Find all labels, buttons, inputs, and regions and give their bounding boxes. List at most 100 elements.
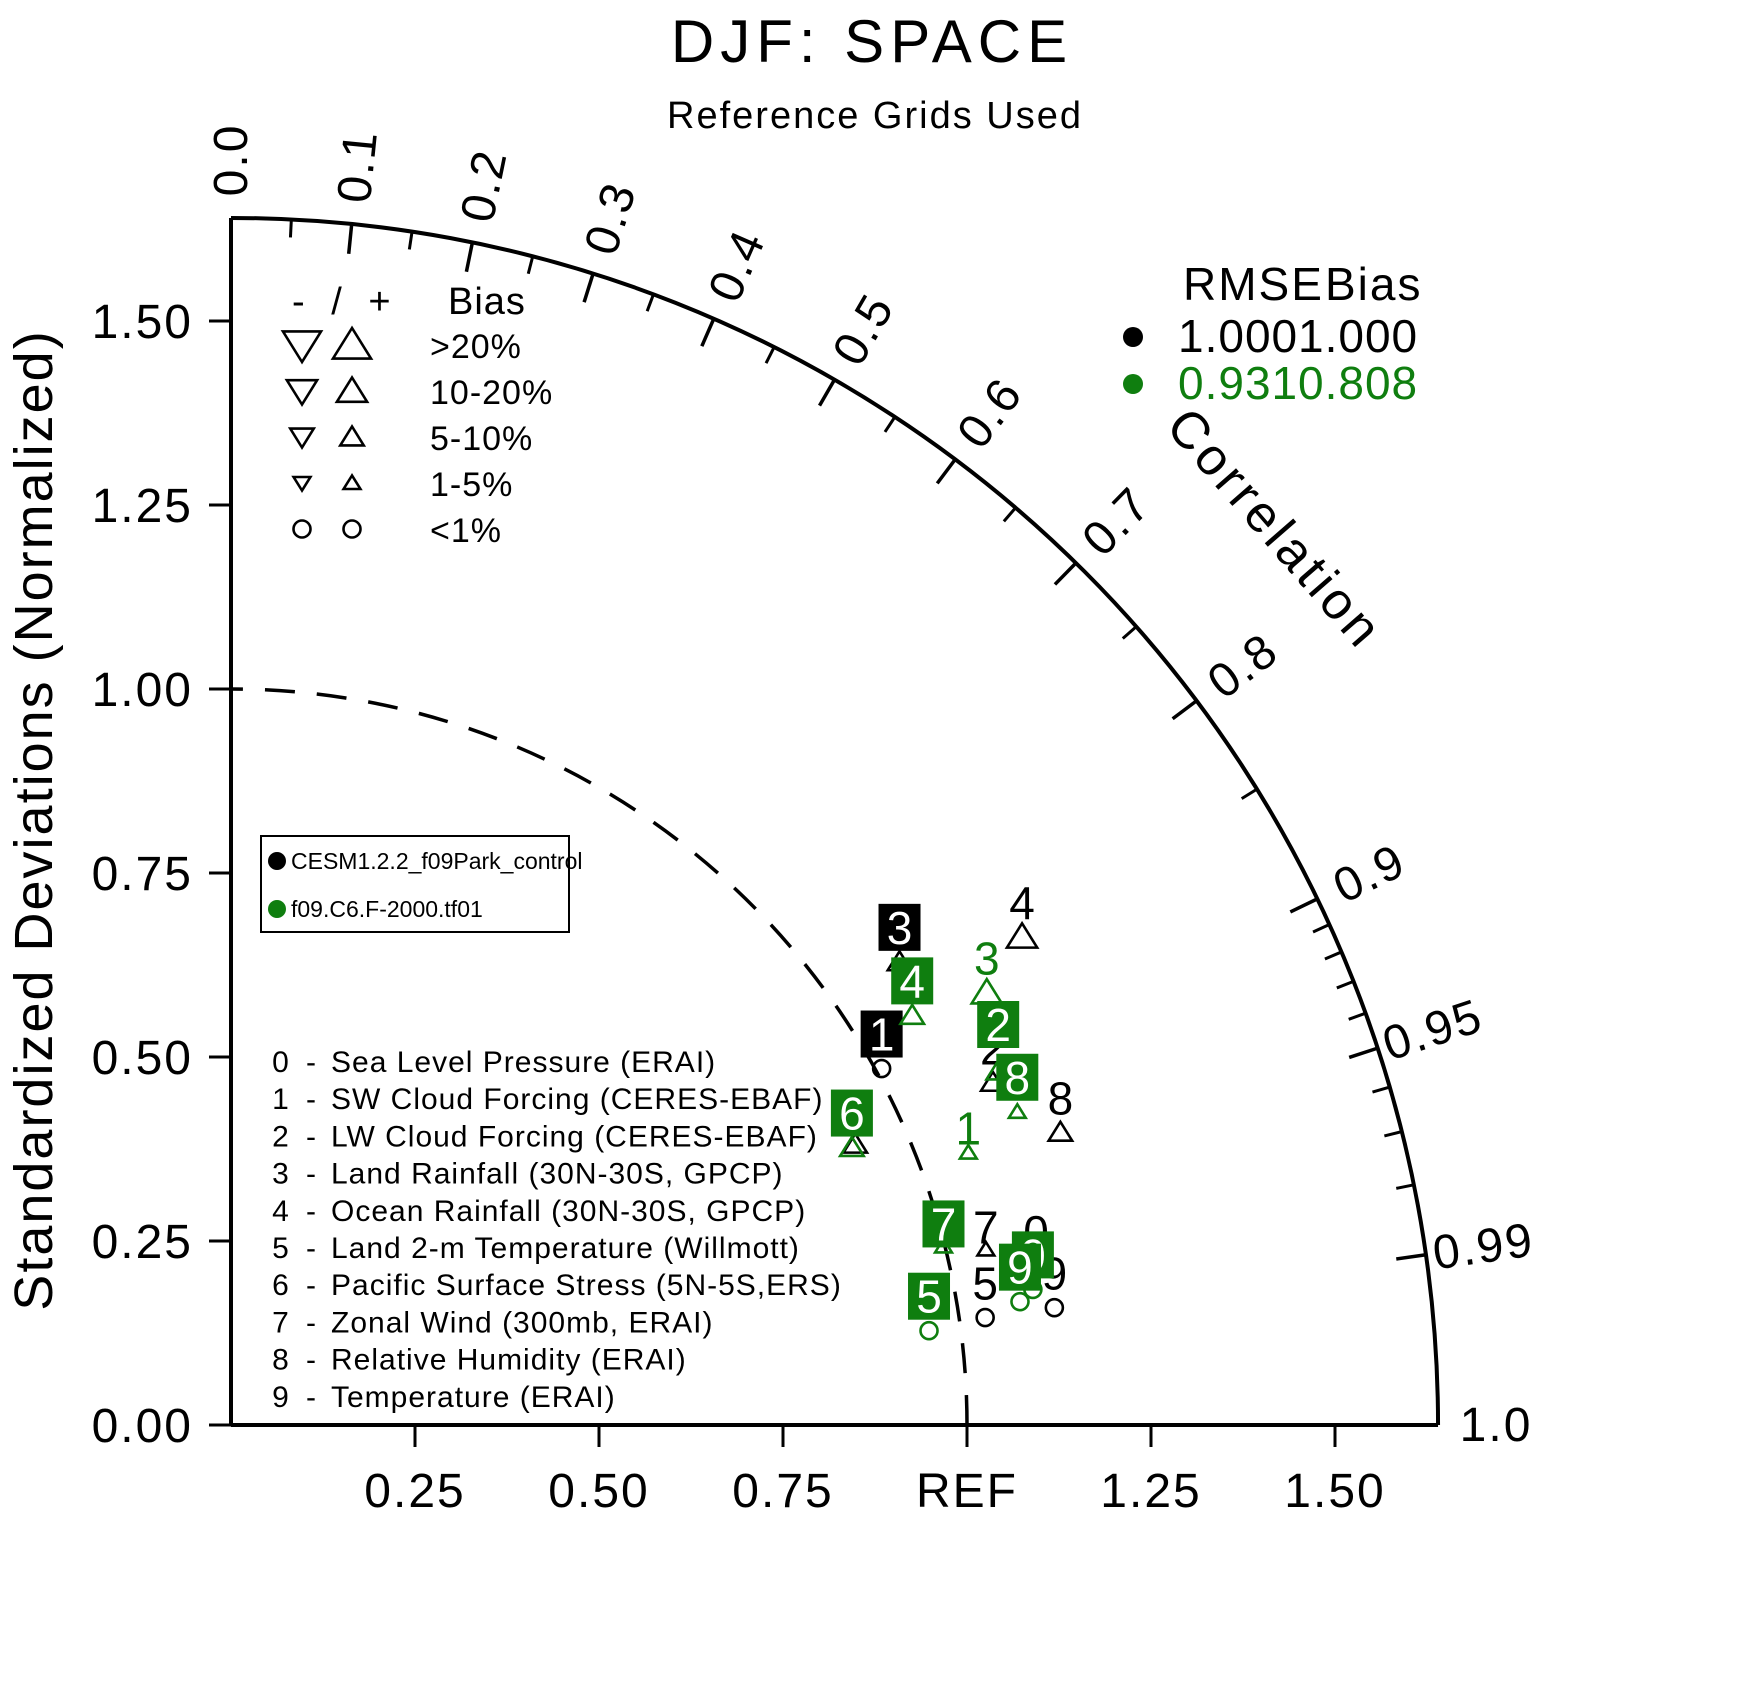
marker-label-box [998,1243,1041,1291]
rmse-value: 1.000 [1178,310,1298,362]
marker-control-7: 7 [973,1201,999,1257]
correlation-tick-label: 1.0 [1460,1399,1533,1452]
marker-label-box [977,1001,1020,1049]
bias-circle-icon [975,1307,995,1328]
bias-triangle-up-icon [837,1134,866,1158]
marker-label: 7 [931,1198,957,1250]
y-tick-label: 1.50 [92,296,193,349]
bias-value: 0.808 [1298,357,1418,409]
bias-triangle-down-icon [287,427,317,450]
variable-label: Temperature (ERAI) [331,1381,616,1414]
model-name: CESM1.2.2_f09Park_control [291,848,583,874]
marker-label: 1 [956,1103,982,1155]
variable-separator: - [306,1306,316,1339]
variable-separator: - [306,1083,316,1116]
correlation-tick [346,223,354,255]
variable-separator: - [306,1232,316,1265]
correlation-minor-tick [1384,1130,1403,1138]
bias-tier-label: 10-20% [430,374,553,412]
bias-tier-label: 1-5% [430,466,513,504]
bias-circle-icon [292,519,312,539]
variable-id: 6 [272,1269,290,1302]
chart-subtitle: Reference Grids Used [667,95,1083,137]
bias-triangle-up-icon [1006,1101,1029,1120]
y-tick-label: 0.50 [92,1032,193,1085]
correlation-minor-tick [526,255,535,275]
x-tick-label: 1.50 [1284,1465,1385,1518]
marker-test-9: 9 [998,1242,1041,1312]
variable-legend: 0- Sea Level Pressure (ERAI)1- SW Cloud Fo… [272,1046,841,1414]
correlation-minor-tick [645,293,655,312]
correlation-tick-label: 0.3 [575,176,647,261]
x-axis-ticks: 0.25 0.50 0.75 REF 1.25 1.50 [364,1425,1385,1518]
marker-control-8: 8 [1046,1072,1075,1142]
bias-tier-label: 5-10% [430,420,533,458]
correlation-tick [1396,1252,1427,1261]
correlation-tick-label: 0.1 [328,128,388,206]
marker-control-5: 5 [972,1258,998,1328]
marker-label: 4 [1009,877,1035,929]
correlation-minor-tick [1348,1011,1367,1021]
rmse-header: RMSE [1183,258,1324,310]
variable-separator: - [306,1269,316,1302]
variable-id: 8 [272,1344,290,1377]
y-tick-label: 0.75 [92,848,193,901]
model-name: f09.C6.F-2000.tf01 [291,896,483,922]
bias-circle-icon [871,1058,892,1079]
variable-label: SW Cloud Forcing (CERES-EBAF) [331,1083,823,1116]
variable-separator: - [306,1344,316,1377]
variable-separator: - [306,1381,316,1414]
correlation-tick [1053,561,1078,586]
chart-root: 0.000.250.500.751.001.251.500.25 0.50 0.75… [92,124,1538,1518]
marker-label: 5 [916,1271,942,1323]
bias-triangle-up-icon [334,375,370,404]
marker-test-5: 5 [908,1271,951,1341]
series-test: 0123456789 [830,933,1054,1341]
variable-label: Land Rainfall (30N-30S, GPCP) [331,1158,784,1191]
marker-test-4: 4 [891,955,934,1026]
bias-circle-icon [919,1320,939,1341]
marker-test-1: 1 [956,1103,982,1160]
bias-header: Bias [1325,258,1422,310]
correlation-tick [935,458,957,485]
rmse-value: 0.931 [1178,357,1298,409]
correlation-tick [1171,699,1198,721]
correlation-tick-label: 0.0 [205,124,258,197]
correlation-minor-tick [1336,979,1355,990]
variable-separator: - [306,1120,316,1153]
marker-label-box [891,957,934,1005]
marker-label: 6 [839,1088,865,1140]
correlation-tick-label: 0.6 [947,368,1033,458]
correlation-minor-tick [883,416,897,433]
correlation-tick-label: 0.4 [699,222,777,310]
correlation-minor-tick [764,346,776,364]
correlation-tick-label: 0.5 [823,285,905,374]
correlation-minor-tick [1324,950,1343,961]
marker-label: 9 [1007,1242,1033,1294]
bias-triangle-up-icon [957,1142,980,1160]
marker-label-box [830,1089,873,1137]
correlation-tick-label: 0.95 [1376,989,1489,1071]
marker-label: 3 [887,902,913,954]
bias-triangle-up-icon [969,976,1005,1005]
variable-label: LW Cloud Forcing (CERES-EBAF) [331,1120,818,1153]
variable-separator: - [306,1046,316,1079]
model-dot-icon [1123,374,1143,394]
marker-label: 2 [985,999,1011,1051]
correlation-tick-label: 0.7 [1073,477,1162,566]
model-legend-box [260,835,570,933]
model-dot-icon [268,852,286,870]
bias-circle-icon [1010,1291,1030,1312]
bias-tier-label: <1% [430,512,502,550]
x-tick-label: 0.50 [548,1465,649,1518]
bias-triangle-up-icon [1004,920,1040,949]
correlation-tick [818,378,837,407]
bias-triangle-up-icon [975,1239,997,1257]
reference-std-arc [230,687,969,1426]
x-tick-label: 0.25 [364,1465,465,1518]
variable-id: 9 [272,1381,290,1414]
y-tick-label: 0.25 [92,1216,193,1269]
variable-id: 1 [272,1083,290,1116]
